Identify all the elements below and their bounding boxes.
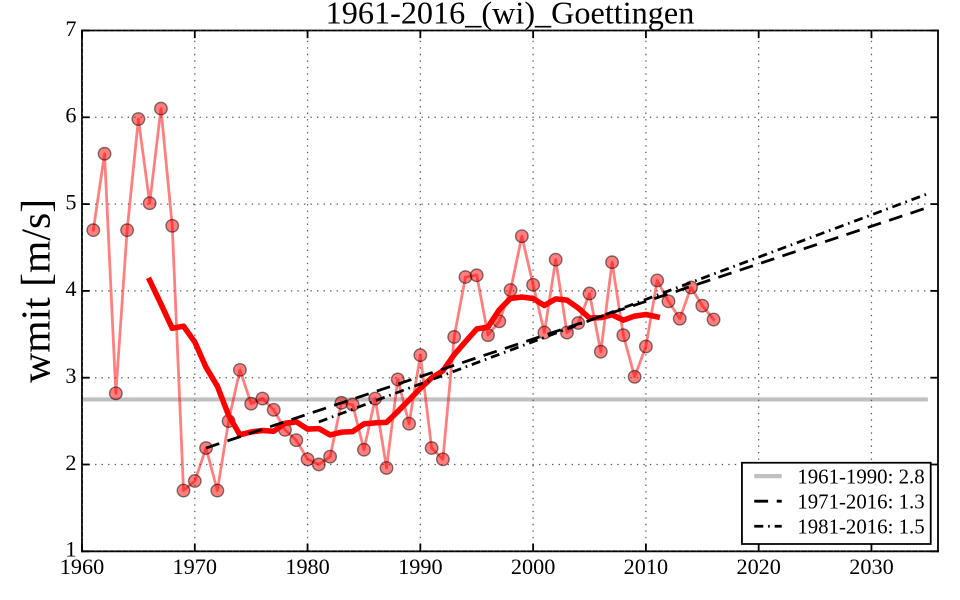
svg-text:2: 2: [65, 450, 76, 475]
svg-text:1971-2016: 1.3: 1971-2016: 1.3: [797, 489, 924, 513]
svg-text:1980: 1980: [285, 554, 329, 579]
svg-text:5: 5: [65, 189, 76, 214]
svg-text:1: 1: [65, 537, 76, 562]
svg-text:1961-2016_(wi)_Goettingen: 1961-2016_(wi)_Goettingen: [326, 0, 695, 31]
svg-text:1981-2016: 1.5: 1981-2016: 1.5: [797, 515, 924, 539]
svg-text:4: 4: [65, 276, 76, 301]
svg-text:2000: 2000: [511, 554, 555, 579]
svg-text:1970: 1970: [173, 554, 217, 579]
svg-text:3: 3: [65, 363, 76, 388]
svg-text:7: 7: [65, 16, 76, 41]
svg-text:2010: 2010: [624, 554, 668, 579]
svg-text:2020: 2020: [736, 554, 780, 579]
svg-text:1960: 1960: [60, 554, 104, 579]
svg-text:2030: 2030: [849, 554, 893, 579]
svg-text:1961-1990: 2.8: 1961-1990: 2.8: [797, 464, 924, 488]
svg-text:1990: 1990: [398, 554, 442, 579]
svg-text:wmit [m/s]: wmit [m/s]: [14, 199, 60, 383]
svg-text:6: 6: [65, 103, 76, 128]
